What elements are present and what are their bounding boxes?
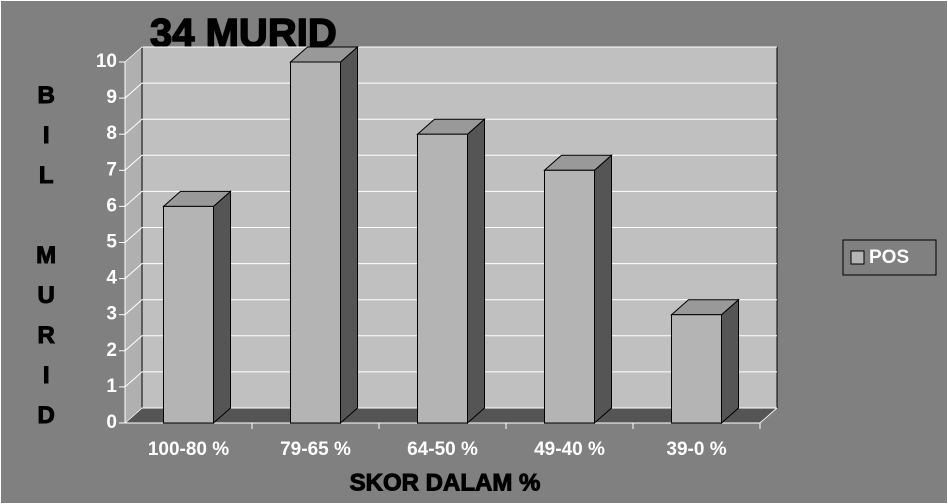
legend: POS [842,239,937,276]
x-tick-label: 49-40 % [534,439,605,460]
bar-side [594,154,612,425]
grid-line [124,46,777,63]
bar-side [340,45,358,425]
y-tick-label: 2 [106,340,117,361]
bar-side [467,118,485,425]
y-tick-label: 4 [106,268,117,289]
x-tick-label: 79-65 % [280,439,351,460]
x-tick-label: 100-80 % [148,439,229,460]
y-tick-label: 1 [106,376,117,397]
y-tick-label: 0 [106,412,117,433]
y-tick-label: 8 [106,123,117,144]
legend-box [842,239,937,276]
bar [671,314,722,424]
grid-line [124,82,777,99]
y-tick-label: 3 [106,304,117,325]
bar-side [721,298,739,425]
x-tick-label: 39-0 % [666,439,726,460]
bar-side [213,190,231,425]
bar [544,169,595,424]
y-axis-title: BIL MURID [33,82,60,442]
bar [417,133,468,424]
x-tick-label: 64-50 % [407,439,478,460]
y-tick-label: 5 [106,232,117,253]
legend-swatch [850,250,865,265]
y-tick-label: 7 [106,159,117,180]
bar [163,205,214,424]
legend-label: POS [869,247,909,268]
bar [290,61,341,424]
grid-line [124,118,777,135]
y-tick-label: 9 [106,87,117,108]
x-axis-depth [759,407,778,424]
x-axis-title: SKOR DALAM % [350,469,541,496]
y-tick-label: 10 [96,51,117,72]
y-tick-label: 6 [106,195,117,216]
